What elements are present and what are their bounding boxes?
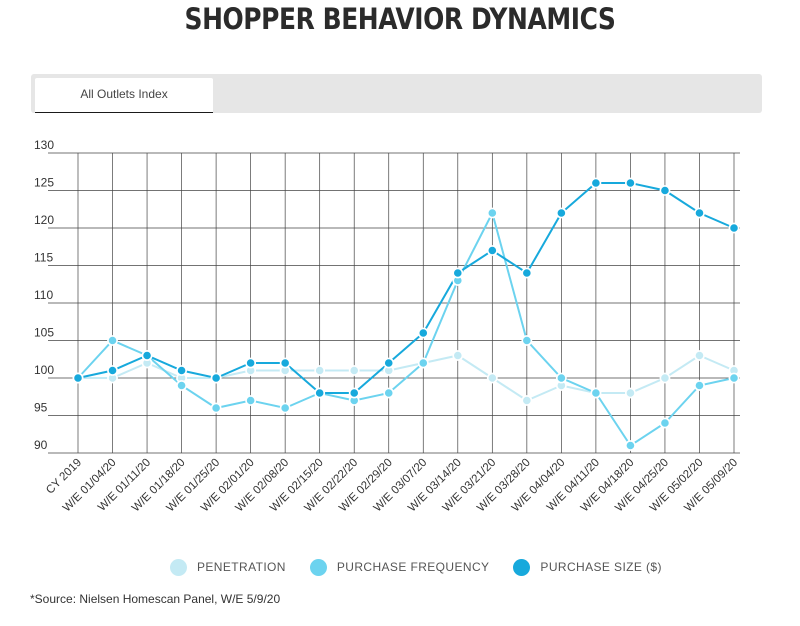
data-point[interactable] (210, 402, 222, 414)
series-points (72, 177, 740, 451)
data-point[interactable] (625, 387, 636, 399)
data-point[interactable] (452, 267, 464, 279)
data-point[interactable] (176, 365, 187, 376)
data-point[interactable] (728, 222, 740, 234)
data-point[interactable] (694, 350, 705, 361)
data-point[interactable] (486, 372, 498, 384)
data-point[interactable] (694, 380, 705, 391)
data-point[interactable] (279, 357, 291, 369)
legend-item-penetration[interactable]: PENETRATION (170, 558, 286, 576)
data-point[interactable] (348, 365, 360, 376)
data-point[interactable] (521, 335, 533, 346)
data-point[interactable] (348, 387, 360, 399)
y-tick-label: 125 (34, 176, 54, 190)
chart-title: SHOPPER BEHAVIOR DYNAMICS (184, 2, 616, 36)
chart-grid (48, 152, 740, 454)
data-point[interactable] (625, 177, 636, 189)
legend-label-purchase-frequency: PURCHASE FREQUENCY (336, 560, 490, 574)
series-line-2 (77, 182, 735, 394)
data-point[interactable] (245, 357, 257, 369)
data-point[interactable] (176, 380, 187, 391)
data-point[interactable] (383, 387, 395, 399)
data-point[interactable] (486, 207, 498, 219)
data-point[interactable] (486, 245, 498, 256)
legend-item-purchase-frequency[interactable]: PURCHASE FREQUENCY (309, 558, 490, 576)
y-tick-label: 110 (34, 288, 53, 302)
data-point[interactable] (107, 365, 118, 376)
tab-bar: All Outlets Index (31, 74, 762, 113)
data-point[interactable] (279, 402, 291, 414)
y-tick-label: 130 (34, 138, 54, 152)
data-point[interactable] (521, 267, 533, 279)
y-tick-label: 105 (34, 326, 54, 340)
data-point[interactable] (659, 417, 671, 429)
data-point[interactable] (141, 350, 153, 361)
data-point[interactable] (728, 372, 740, 384)
data-point[interactable] (210, 372, 222, 384)
legend-marker-penetration (170, 558, 187, 576)
source-note: *Source: Nielsen Homescan Panel, W/E 5/9… (30, 592, 281, 606)
data-point[interactable] (452, 350, 464, 361)
legend-marker-purchase-size (513, 558, 531, 576)
tab-all-outlets-index[interactable]: All Outlets Index (35, 78, 213, 113)
legend-item-purchase-size[interactable]: PURCHASE SIZE ($) (513, 558, 662, 576)
data-point[interactable] (383, 357, 395, 369)
data-point[interactable] (417, 327, 429, 339)
legend-label-purchase-size: PURCHASE SIZE ($) (540, 560, 662, 574)
data-point[interactable] (694, 207, 705, 219)
legend-label-penetration: PENETRATION (197, 560, 286, 574)
y-tick-label: 120 (34, 213, 54, 227)
data-point[interactable] (555, 372, 567, 384)
data-point[interactable] (555, 207, 567, 219)
y-tick-label: 115 (34, 251, 53, 265)
data-point[interactable] (107, 335, 118, 346)
data-point[interactable] (417, 357, 429, 369)
series-line-0 (78, 354, 735, 402)
chart-legend: PENETRATION PURCHASE FREQUENCY PURCHASE … (170, 556, 686, 578)
y-tick-label: 100 (34, 363, 54, 377)
data-point[interactable] (314, 365, 326, 376)
data-point[interactable] (590, 177, 602, 189)
data-point[interactable] (659, 372, 671, 384)
data-point[interactable] (314, 387, 326, 399)
data-point[interactable] (521, 395, 533, 406)
data-point[interactable] (625, 440, 636, 451)
data-point[interactable] (245, 395, 257, 406)
y-axis-ticks: 90 95 100 105 110 115 120 125 130 (34, 138, 54, 452)
series-line-1 (77, 210, 735, 447)
data-point[interactable] (72, 372, 84, 384)
series-lines (77, 182, 735, 447)
y-tick-label: 95 (34, 401, 48, 415)
legend-marker-purchase-frequency (309, 558, 327, 576)
data-point[interactable] (590, 387, 602, 399)
y-tick-label: 90 (34, 438, 48, 452)
data-point[interactable] (659, 185, 671, 196)
